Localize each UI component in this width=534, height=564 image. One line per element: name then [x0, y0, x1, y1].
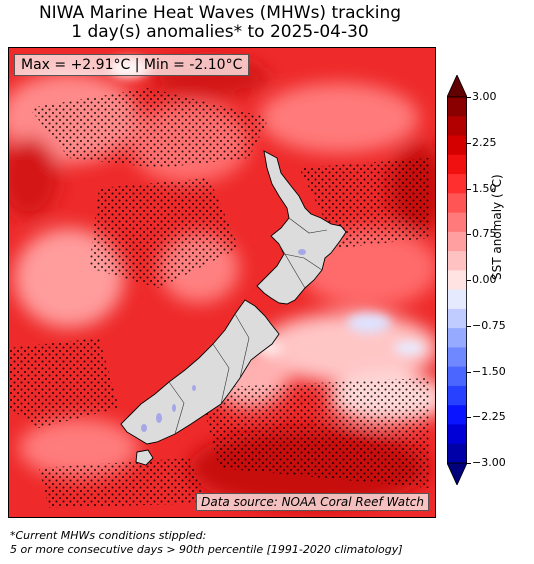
- colorbar-segment: [447, 212, 467, 233]
- colorbar-segment: [447, 289, 467, 310]
- colorbar-tick-label: −1.50: [472, 364, 506, 378]
- map-title-line2: 1 day(s) anomalies* to 2025-04-30: [71, 22, 369, 42]
- colorbar-segment: [447, 193, 467, 214]
- colorbar-extend-low: [447, 462, 467, 485]
- footnote-line2: 5 or more consecutive days > 90th percen…: [10, 543, 403, 556]
- colorbar-extend-high: [447, 75, 467, 98]
- colorbar-segment: [447, 347, 467, 368]
- colorbar-tick-label: −3.00: [472, 456, 506, 469]
- colorbar-tick-mark: [467, 417, 471, 419]
- colorbar-tick-label: −2.25: [472, 410, 506, 424]
- colorbar-segment: [447, 135, 467, 156]
- colorbar-segment: [447, 308, 467, 329]
- colorbar-segment: [447, 251, 467, 271]
- colorbar-tick-label: 0.75: [472, 227, 497, 241]
- colorbar-tick-mark: [467, 234, 471, 236]
- colorbar-segment: [447, 116, 467, 137]
- colorbar-segment: [447, 366, 467, 387]
- colorbar-segment: [447, 328, 467, 348]
- colorbar-tick-label: 2.25: [472, 135, 497, 149]
- colorbar-segment: [447, 154, 467, 175]
- colorbar-segment: [447, 231, 467, 252]
- colorbar-tick-mark: [467, 188, 471, 190]
- max-min-box: Max = +2.91°C | Min = -2.10°C: [14, 54, 250, 76]
- colorbar-label: SST anomaly (°C): [490, 174, 504, 280]
- colorbar-tick-mark: [467, 463, 471, 464]
- colorbar-tick-mark: [467, 97, 471, 98]
- data-source-box: Data source: NOAA Coral Reef Watch: [196, 493, 429, 511]
- sst-anomaly-map: [9, 48, 435, 517]
- colorbar-tick-label: 1.50: [472, 181, 497, 195]
- regional-boundaries: [168, 217, 328, 435]
- colorbar-segment: [447, 385, 467, 406]
- footnote-line1: *Current MHWs conditions stippled:: [10, 529, 207, 542]
- colorbar: [447, 75, 467, 485]
- mhw-stippling: [9, 88, 429, 508]
- colorbar-tick-mark: [467, 371, 471, 373]
- colorbar-segment: [447, 270, 467, 291]
- colorbar-segment: [447, 174, 467, 194]
- colorbar-segment: [447, 405, 467, 425]
- colorbar-tick-label: 0.00: [472, 273, 497, 286]
- map-title-line1: NIWA Marine Heat Waves (MHWs) tracking: [38, 3, 402, 23]
- colorbar-tick-mark: [467, 142, 471, 144]
- map-panel: Max = +2.91°C | Min = -2.10°C Data sourc…: [8, 47, 436, 518]
- colorbar-tick-mark: [467, 280, 471, 281]
- lakes: [141, 249, 306, 432]
- colorbar-tick-label: −0.75: [472, 318, 506, 332]
- colorbar-tick-label: 3.00: [472, 90, 497, 103]
- colorbar-frame: [447, 96, 467, 464]
- colorbar-segment: [447, 424, 467, 445]
- colorbar-segment: [447, 443, 467, 464]
- colorbar-tick-mark: [467, 325, 471, 327]
- colorbar-segment: [447, 97, 467, 117]
- south-island: [120, 299, 280, 445]
- stewart-island: [135, 449, 154, 466]
- new-zealand-land: [120, 150, 347, 466]
